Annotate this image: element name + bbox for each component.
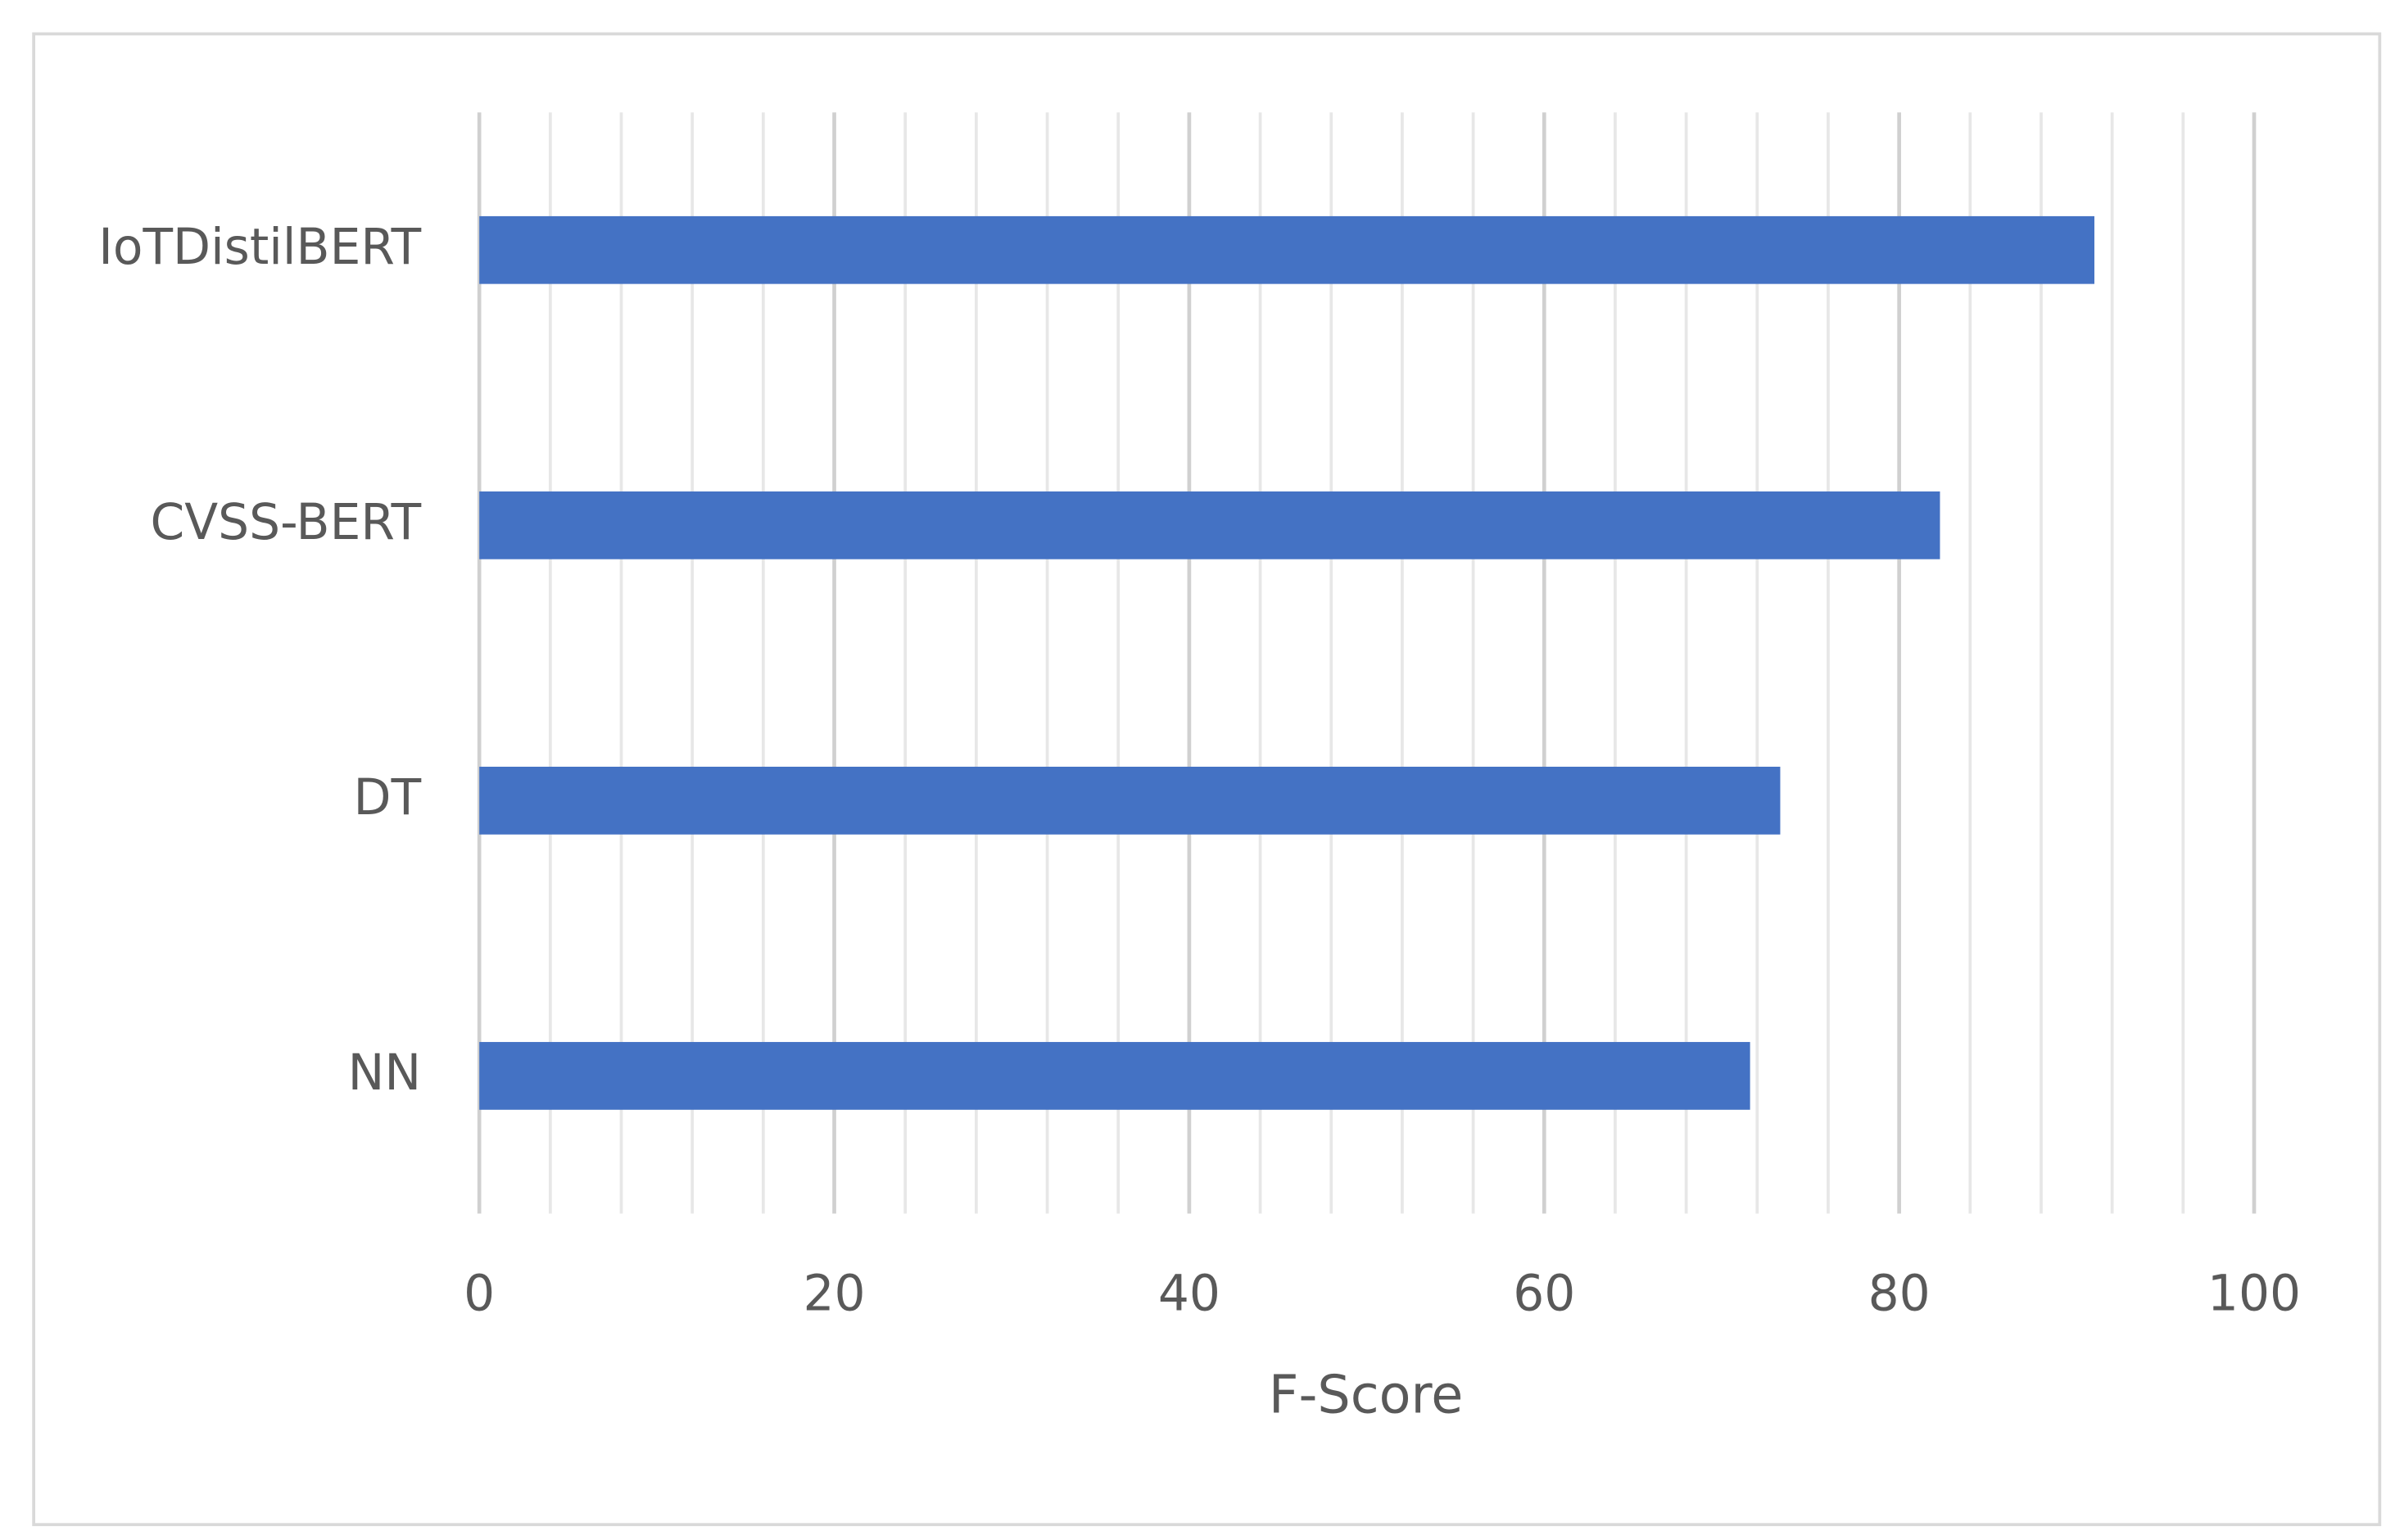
x-axis-title: F-Score [1269, 1366, 1464, 1426]
x-tick-label: 40 [1158, 1265, 1220, 1322]
bar [479, 1042, 1750, 1110]
bar [479, 215, 2094, 284]
x-tick-label: 0 [464, 1265, 495, 1322]
y-tick-label: IoTDistilBERT [98, 219, 421, 276]
x-tick-label: 20 [803, 1265, 865, 1322]
x-tick-label: 80 [1868, 1265, 1931, 1322]
x-tick-label: 60 [1513, 1265, 1575, 1322]
grid [477, 112, 2257, 1214]
bar [479, 491, 1940, 559]
bar [479, 767, 1781, 835]
x-tick-label: 100 [2207, 1265, 2301, 1322]
y-tick-label: CVSS-BERT [150, 494, 421, 551]
y-tick-label: NN [348, 1044, 421, 1102]
y-tick-label: DT [354, 769, 422, 827]
